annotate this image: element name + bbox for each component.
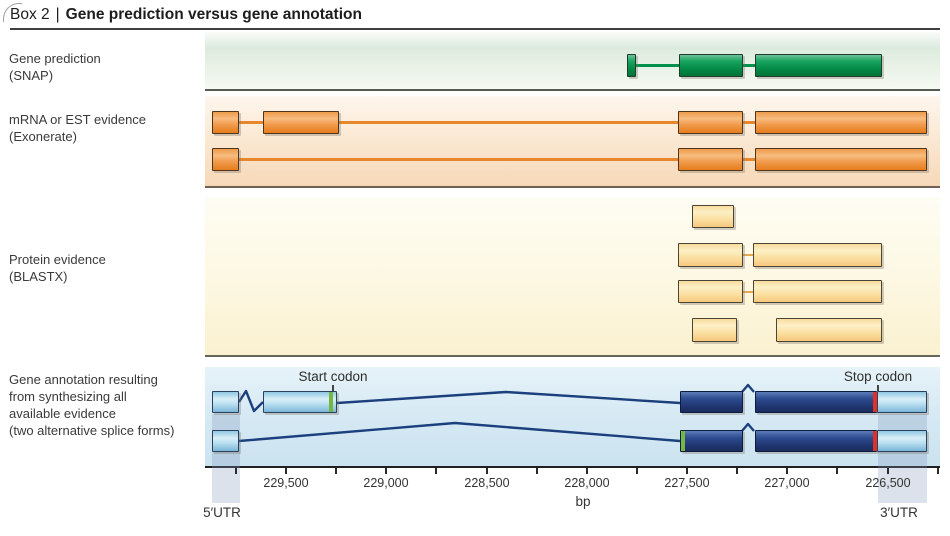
exon-box bbox=[678, 243, 743, 267]
axis-tick bbox=[536, 468, 538, 474]
axis-tick bbox=[586, 468, 588, 474]
utr-band-5prime bbox=[212, 414, 240, 503]
axis-tick bbox=[335, 468, 337, 474]
axis-tick-label: 229,500 bbox=[263, 476, 309, 490]
exon-box bbox=[877, 391, 927, 413]
exon-box bbox=[753, 280, 882, 303]
stop-codon-mark bbox=[873, 392, 877, 412]
exon-box bbox=[679, 54, 743, 77]
utr-label-3prime: 3′UTR bbox=[880, 505, 918, 520]
axis-tick bbox=[836, 468, 838, 474]
axis-unit-label: bp bbox=[575, 494, 591, 509]
exon-box bbox=[678, 111, 743, 134]
exon-box bbox=[678, 280, 743, 303]
exon-box bbox=[212, 391, 239, 413]
box-corner-decoration bbox=[3, 3, 22, 22]
axis-tick bbox=[786, 468, 788, 474]
exon-box bbox=[692, 205, 734, 228]
start-codon-label: Start codon bbox=[298, 369, 368, 384]
axis-tick bbox=[686, 468, 688, 474]
track-label-protein-evidence: Protein evidence (BLASTX) bbox=[9, 252, 106, 284]
stop-codon-pointer-line bbox=[877, 385, 879, 391]
exon-box bbox=[755, 148, 927, 171]
exon-box bbox=[755, 54, 882, 77]
axis-tick bbox=[736, 468, 738, 474]
axis-tick bbox=[285, 468, 287, 474]
track-label-mrna-est-evidence: mRNA or EST evidence (Exonerate) bbox=[9, 112, 147, 144]
axis-tick bbox=[937, 468, 939, 474]
start-codon-pointer-line bbox=[332, 385, 334, 391]
track-label-gene-annotation: Gene annotation resulting from synthesiz… bbox=[9, 372, 175, 438]
exon-box bbox=[212, 430, 239, 452]
axis-tick-label: 229,000 bbox=[363, 476, 409, 490]
utr-label-5prime: 5′UTR bbox=[203, 505, 241, 520]
exon-box bbox=[263, 111, 339, 134]
exon-box bbox=[776, 318, 882, 342]
connector-line bbox=[239, 158, 678, 161]
box-title: Box 2 | Gene prediction versus gene annota… bbox=[10, 6, 362, 24]
track-label-gene-prediction: Gene prediction (SNAP) bbox=[9, 51, 101, 83]
title-rule bbox=[10, 28, 940, 30]
axis-tick bbox=[486, 468, 488, 474]
axis-tick bbox=[435, 468, 437, 474]
axis-tick bbox=[385, 468, 387, 474]
connector-line bbox=[636, 64, 679, 67]
connector-line bbox=[239, 121, 263, 124]
axis-tick bbox=[636, 468, 638, 474]
exon-box bbox=[753, 243, 882, 267]
connector-line bbox=[743, 64, 755, 67]
axis-tick-label: 228,000 bbox=[564, 476, 610, 490]
exon-box bbox=[212, 111, 239, 134]
connector-line bbox=[339, 121, 678, 124]
exon-box bbox=[755, 430, 877, 452]
axis-tick-label: 227,000 bbox=[764, 476, 810, 490]
connector-line bbox=[743, 254, 753, 256]
stop-codon-label: Stop codon bbox=[843, 369, 913, 384]
axis-tick-label: 228,500 bbox=[464, 476, 510, 490]
utr-band-3prime bbox=[878, 414, 927, 503]
panel-mrna-est-evidence bbox=[205, 96, 940, 188]
exon-box bbox=[877, 430, 927, 452]
exon-box bbox=[692, 318, 737, 342]
exon-box bbox=[263, 391, 337, 413]
stop-codon-mark bbox=[873, 431, 877, 451]
connector-line bbox=[743, 290, 753, 293]
axis-tick bbox=[887, 468, 889, 474]
axis-tick bbox=[235, 468, 237, 474]
axis-tick-label: 226,500 bbox=[865, 476, 911, 490]
exon-box bbox=[755, 111, 927, 134]
exon-box bbox=[680, 391, 743, 413]
exon-box bbox=[678, 148, 743, 171]
exon-box bbox=[627, 54, 636, 77]
box-title-separator: | bbox=[55, 6, 60, 23]
start-codon-mark bbox=[681, 431, 685, 451]
connector-line bbox=[743, 121, 755, 124]
exon-box bbox=[755, 391, 877, 413]
exon-box bbox=[212, 148, 239, 171]
axis-tick-label: 227,500 bbox=[664, 476, 710, 490]
box-title-text: Gene prediction versus gene annotation bbox=[65, 6, 362, 23]
exon-box bbox=[680, 430, 743, 452]
connector-line bbox=[743, 158, 755, 161]
box-title-prefix: Box 2 bbox=[10, 6, 50, 23]
start-codon-mark bbox=[329, 392, 333, 412]
